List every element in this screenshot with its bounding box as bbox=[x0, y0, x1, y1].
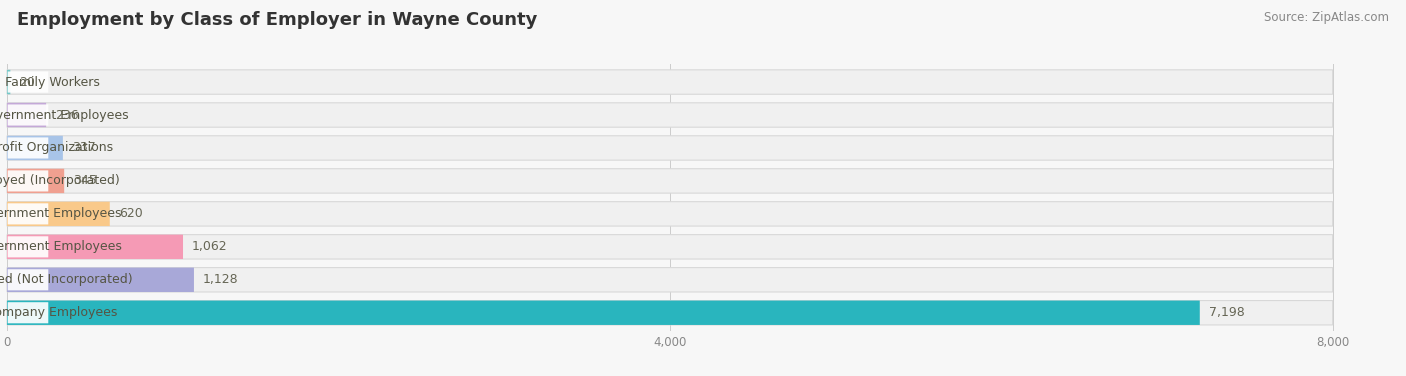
Text: Self-Employed (Not Incorporated): Self-Employed (Not Incorporated) bbox=[0, 273, 132, 286]
Text: Not-for-profit Organizations: Not-for-profit Organizations bbox=[0, 141, 114, 155]
Text: Self-Employed (Incorporated): Self-Employed (Incorporated) bbox=[0, 174, 120, 187]
Text: 7,198: 7,198 bbox=[1209, 306, 1244, 319]
FancyBboxPatch shape bbox=[7, 103, 1333, 127]
FancyBboxPatch shape bbox=[7, 236, 48, 258]
FancyBboxPatch shape bbox=[7, 105, 48, 126]
Text: 1,062: 1,062 bbox=[193, 240, 228, 253]
FancyBboxPatch shape bbox=[7, 203, 48, 224]
Text: Private Company Employees: Private Company Employees bbox=[0, 306, 118, 319]
Text: 620: 620 bbox=[120, 208, 142, 220]
FancyBboxPatch shape bbox=[7, 300, 1333, 325]
FancyBboxPatch shape bbox=[7, 137, 48, 159]
Text: 337: 337 bbox=[72, 141, 96, 155]
FancyBboxPatch shape bbox=[7, 302, 48, 323]
FancyBboxPatch shape bbox=[7, 71, 48, 92]
Text: Unpaid Family Workers: Unpaid Family Workers bbox=[0, 76, 100, 88]
FancyBboxPatch shape bbox=[7, 202, 1333, 226]
FancyBboxPatch shape bbox=[7, 136, 1333, 160]
Text: Federal Government Employees: Federal Government Employees bbox=[0, 109, 128, 121]
FancyBboxPatch shape bbox=[7, 268, 1333, 292]
Text: Source: ZipAtlas.com: Source: ZipAtlas.com bbox=[1264, 11, 1389, 24]
FancyBboxPatch shape bbox=[7, 268, 194, 292]
FancyBboxPatch shape bbox=[7, 136, 63, 160]
Text: State Government Employees: State Government Employees bbox=[0, 208, 122, 220]
FancyBboxPatch shape bbox=[7, 269, 48, 290]
Text: 20: 20 bbox=[20, 76, 35, 88]
Text: 236: 236 bbox=[55, 109, 79, 121]
FancyBboxPatch shape bbox=[7, 70, 1333, 94]
FancyBboxPatch shape bbox=[7, 169, 1333, 193]
FancyBboxPatch shape bbox=[7, 300, 1199, 325]
FancyBboxPatch shape bbox=[7, 169, 65, 193]
FancyBboxPatch shape bbox=[7, 103, 46, 127]
FancyBboxPatch shape bbox=[7, 70, 10, 94]
FancyBboxPatch shape bbox=[7, 170, 48, 191]
FancyBboxPatch shape bbox=[7, 235, 183, 259]
Text: 345: 345 bbox=[73, 174, 97, 187]
Text: Employment by Class of Employer in Wayne County: Employment by Class of Employer in Wayne… bbox=[17, 11, 537, 29]
Text: 1,128: 1,128 bbox=[202, 273, 239, 286]
FancyBboxPatch shape bbox=[7, 235, 1333, 259]
FancyBboxPatch shape bbox=[7, 202, 110, 226]
Text: Local Government Employees: Local Government Employees bbox=[0, 240, 121, 253]
